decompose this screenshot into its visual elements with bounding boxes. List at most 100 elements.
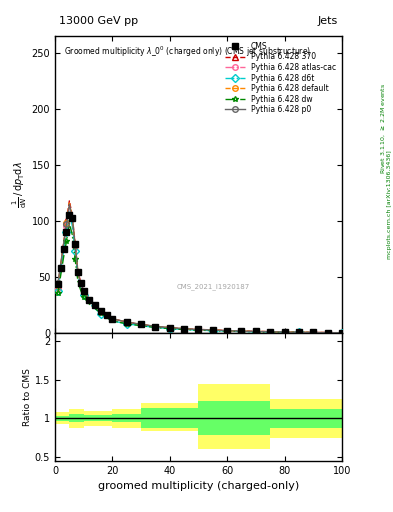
CMS <box>340 330 344 336</box>
Pythia 6.428 atlas-cac <box>282 329 287 335</box>
Pythia 6.428 p0 <box>104 312 109 318</box>
Pythia 6.428 atlas-cac <box>99 309 103 315</box>
Pythia 6.428 dw <box>239 328 244 334</box>
Pythia 6.428 370 <box>87 296 92 303</box>
Pythia 6.428 default <box>239 328 244 334</box>
Pythia 6.428 default <box>59 262 63 268</box>
Pythia 6.428 atlas-cac <box>167 325 172 331</box>
Pythia 6.428 default <box>225 328 230 334</box>
Text: Jets: Jets <box>318 15 338 26</box>
Pythia 6.428 d6t <box>75 274 80 280</box>
Pythia 6.428 default <box>55 282 60 288</box>
Pythia 6.428 dw <box>93 306 97 312</box>
Pythia 6.428 atlas-cac <box>64 223 69 229</box>
Pythia 6.428 default <box>211 327 215 333</box>
Pythia 6.428 d6t <box>297 329 301 335</box>
Pythia 6.428 370 <box>196 326 201 332</box>
Pythia 6.428 dw <box>211 328 215 334</box>
Pythia 6.428 d6t <box>225 328 230 334</box>
Pythia 6.428 370 <box>282 329 287 335</box>
Pythia 6.428 default <box>79 281 83 287</box>
Pythia 6.428 370 <box>99 308 103 314</box>
Pythia 6.428 default <box>196 327 201 333</box>
CMS <box>55 281 60 287</box>
Pythia 6.428 p0 <box>182 326 187 332</box>
Pythia 6.428 default <box>61 241 66 247</box>
Pythia 6.428 p0 <box>64 221 69 227</box>
CMS <box>153 324 158 330</box>
Pythia 6.428 atlas-cac <box>182 326 187 332</box>
Pythia 6.428 default <box>282 329 287 335</box>
Pythia 6.428 370 <box>110 315 115 322</box>
Pythia 6.428 p0 <box>93 302 97 308</box>
Pythia 6.428 p0 <box>211 327 215 333</box>
Pythia 6.428 p0 <box>167 325 172 331</box>
Pythia 6.428 d6t <box>282 329 287 335</box>
CMS <box>139 321 143 327</box>
CMS <box>196 326 201 332</box>
Pythia 6.428 p0 <box>268 329 273 335</box>
X-axis label: groomed multiplicity (charged-only): groomed multiplicity (charged-only) <box>98 481 299 491</box>
Pythia 6.428 atlas-cac <box>70 216 75 222</box>
CMS <box>70 215 75 221</box>
Pythia 6.428 p0 <box>282 329 287 335</box>
Pythia 6.428 atlas-cac <box>211 327 215 333</box>
Pythia 6.428 d6t <box>182 327 187 333</box>
CMS <box>239 328 244 334</box>
Pythia 6.428 370 <box>93 302 97 308</box>
Pythia 6.428 atlas-cac <box>196 327 201 333</box>
Pythia 6.428 default <box>311 329 316 335</box>
Pythia 6.428 d6t <box>239 328 244 334</box>
Pythia 6.428 dw <box>81 294 86 301</box>
Pythia 6.428 370 <box>182 326 187 332</box>
CMS <box>167 325 172 331</box>
Pythia 6.428 dw <box>99 310 103 316</box>
CMS <box>67 212 72 219</box>
Pythia 6.428 d6t <box>153 325 158 331</box>
Pythia 6.428 atlas-cac <box>55 285 60 291</box>
Pythia 6.428 d6t <box>125 321 129 327</box>
Pythia 6.428 default <box>87 296 92 303</box>
Pythia 6.428 dw <box>225 328 230 334</box>
Pythia 6.428 default <box>70 214 75 220</box>
Pythia 6.428 370 <box>139 321 143 327</box>
Pythia 6.428 p0 <box>196 327 201 333</box>
CMS <box>104 312 109 318</box>
Pythia 6.428 atlas-cac <box>125 319 129 326</box>
Pythia 6.428 default <box>139 321 143 327</box>
Pythia 6.428 d6t <box>61 247 66 253</box>
CMS <box>110 315 115 322</box>
Pythia 6.428 370 <box>167 325 172 331</box>
CMS <box>73 241 77 247</box>
Pythia 6.428 p0 <box>125 319 129 325</box>
Line: Pythia 6.428 default: Pythia 6.428 default <box>55 200 345 335</box>
Pythia 6.428 370 <box>61 241 66 247</box>
Pythia 6.428 p0 <box>139 321 143 327</box>
Line: Pythia 6.428 atlas-cac: Pythia 6.428 atlas-cac <box>55 203 345 336</box>
Pythia 6.428 d6t <box>73 248 77 254</box>
Pythia 6.428 dw <box>55 290 60 296</box>
CMS <box>87 296 92 303</box>
Pythia 6.428 dw <box>297 329 301 335</box>
Pythia 6.428 dw <box>73 256 77 262</box>
Pythia 6.428 dw <box>110 318 115 324</box>
Pythia 6.428 p0 <box>73 242 77 248</box>
Pythia 6.428 370 <box>325 329 330 335</box>
Pythia 6.428 370 <box>81 288 86 294</box>
Pythia 6.428 atlas-cac <box>340 330 344 336</box>
Pythia 6.428 atlas-cac <box>110 317 115 323</box>
Pythia 6.428 p0 <box>253 328 258 334</box>
Pythia 6.428 p0 <box>153 323 158 329</box>
Pythia 6.428 p0 <box>325 330 330 336</box>
Pythia 6.428 370 <box>67 198 72 204</box>
Pythia 6.428 atlas-cac <box>67 202 72 208</box>
Pythia 6.428 dw <box>104 314 109 321</box>
Pythia 6.428 default <box>325 330 330 336</box>
CMS <box>99 308 103 314</box>
Pythia 6.428 atlas-cac <box>311 329 316 335</box>
Pythia 6.428 default <box>167 325 172 331</box>
Pythia 6.428 dw <box>167 326 172 332</box>
Pythia 6.428 p0 <box>99 308 103 314</box>
Pythia 6.428 d6t <box>110 318 115 324</box>
Pythia 6.428 dw <box>87 301 92 307</box>
